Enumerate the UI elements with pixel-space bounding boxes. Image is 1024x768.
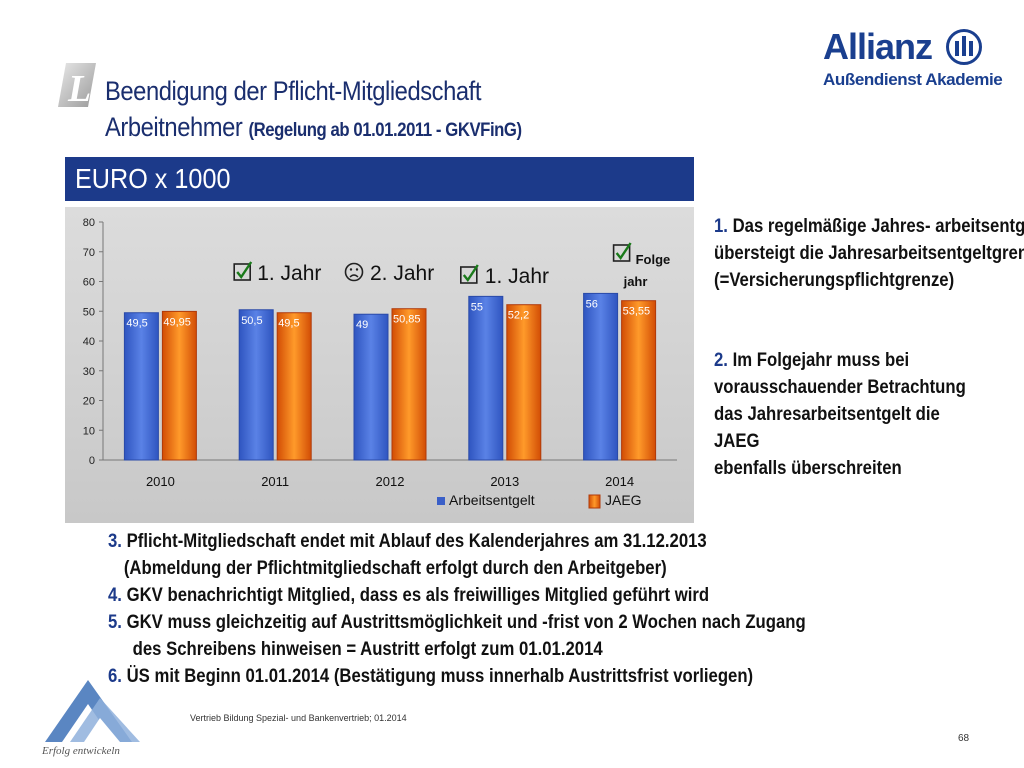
unit-banner-text: EURO x 1000 [75, 163, 231, 194]
note-1-line3: (=Versicherungspflichtgrenze) [714, 270, 955, 291]
check-icon-box [459, 266, 478, 284]
note-1-line2: übersteigt die Jahresarbeitsentgeltgrenz… [714, 243, 1024, 264]
legend-label-arbeitsentgelt: Arbeitsentgelt [449, 492, 535, 508]
data-label: 49 [356, 319, 368, 331]
note-3-line1: Pflicht-Mitgliedschaft endet mit Ablauf … [126, 531, 707, 552]
bar-arbeitsentgelt-2014 [583, 292, 619, 461]
y-tick-label: 0 [89, 455, 95, 467]
note-4-number: 4. [108, 585, 122, 606]
bar-jaeg-2010 [161, 310, 197, 461]
annotation-2013: 1. Jahr [485, 265, 549, 288]
y-tick-label: 80 [83, 217, 95, 229]
income-chart: 0 10 20 30 40 50 60 70 80 2010 49,5 49,95 2011 50,5 49… [65, 207, 694, 523]
title-sub: (Regelung ab 01.01.2011 - GKVFinG) [248, 120, 523, 141]
annotation-2014-line2: jahr [623, 274, 648, 289]
data-label: 55 [471, 301, 483, 313]
note-1-line1: Das regelmäßige Jahres- arbeitsentgelt [732, 216, 1024, 237]
bar-arbeitsentgelt-2012 [353, 313, 389, 461]
allianz-logo: Allianz Außendienst Akademie [823, 26, 1003, 94]
legend-label-jaeg: JAEG [605, 492, 642, 508]
annotation-2011: 1. Jahr [257, 262, 321, 285]
note-5-line1: GKV muss gleichzeitig auf Austrittsmögli… [126, 612, 806, 633]
legend-swatch-jaeg [588, 494, 601, 509]
x-tick-label: 2014 [605, 474, 634, 489]
bar-jaeg-2012 [391, 308, 427, 461]
check-icon-box [612, 244, 631, 262]
footer-note: Vertrieb Bildung Spezial- und Bankenvert… [190, 713, 407, 723]
brand-subtitle: Außendienst Akademie [823, 70, 1003, 89]
bar-jaeg-2011 [276, 312, 312, 461]
note-5-number: 5. [108, 612, 122, 633]
frown-icon [344, 262, 364, 282]
slide-title-line2: Arbeitnehmer (Regelung ab 01.01.2011 - G… [105, 112, 522, 143]
note-2-line5: ebenfalls überschreiten [714, 458, 902, 479]
y-tick-label: 60 [83, 277, 95, 289]
note-3-number: 3. [108, 531, 122, 552]
allianz-eagle-icon [946, 29, 982, 65]
data-label: 49,95 [163, 316, 191, 328]
y-tick-label: 50 [83, 306, 95, 318]
check-icon [462, 264, 479, 283]
note-3: 3. Pflicht-Mitgliedschaft endet mit Abla… [108, 528, 806, 690]
note-2-line4: JAEG [714, 431, 760, 452]
note-1-number: 1. [714, 216, 728, 237]
data-label: 49,5 [126, 318, 147, 330]
data-label: 56 [586, 298, 598, 310]
frown-icon-mouth [349, 274, 359, 278]
note-2: 2. Im Folgejahr muss bei vorausschauende… [714, 347, 966, 482]
unit-banner: EURO x 1000 [65, 157, 694, 201]
y-tick-label: 20 [83, 396, 95, 408]
check-icon [615, 242, 632, 261]
note-2-line1: Im Folgejahr muss bei [732, 350, 910, 371]
note-2-line3: das Jahresarbeitsentgelt die [714, 404, 940, 425]
note-6-line1: ÜS mit Beginn 01.01.2014 (Bestätigung mu… [126, 666, 754, 687]
y-tick-label: 70 [83, 247, 95, 259]
section-letter-logo: L [58, 63, 96, 107]
note-2-line2: vorausschauender Betrachtung [714, 377, 966, 398]
svg-text:L: L [67, 68, 91, 107]
bar-jaeg-2014 [621, 300, 657, 461]
check-icon [236, 261, 253, 280]
bar-arbeitsentgelt-2010 [123, 312, 159, 461]
academy-mountain-logo: Erfolg entwickeln [41, 680, 140, 757]
annotation-2012: 2. Jahr [370, 262, 434, 285]
note-4-line1: GKV benachrichtigt Mitglied, dass es als… [126, 585, 710, 606]
note-2-number: 2. [714, 350, 728, 371]
note-5-line2: des Schreibens hinweisen = Austritt erfo… [132, 639, 603, 660]
y-tick-label: 30 [83, 366, 95, 378]
brand-name: Allianz [823, 26, 933, 67]
y-tick-label: 10 [83, 425, 95, 437]
frown-icon-eye [349, 268, 353, 271]
bar-jaeg-2013 [506, 304, 542, 461]
x-tick-label: 2013 [490, 474, 519, 489]
check-icon-box [233, 263, 251, 281]
data-label: 49,5 [278, 318, 299, 330]
data-label: 50,85 [393, 314, 421, 326]
data-label: 53,55 [623, 306, 651, 318]
page-number: 68 [958, 733, 970, 744]
bar-arbeitsentgelt-2011 [238, 309, 274, 461]
slide-title-line1: Beendigung der Pflicht-Mitgliedschaft [105, 76, 481, 106]
x-tick-label: 2012 [376, 474, 405, 489]
frown-icon-eye [355, 268, 359, 271]
note-6-number: 6. [108, 666, 122, 687]
x-tick-label: 2010 [146, 474, 175, 489]
data-label: 52,2 [508, 310, 529, 322]
note-3-line2: (Abmeldung der Pflichtmitgliedschaft erf… [123, 558, 667, 579]
y-tick-label: 40 [83, 336, 95, 348]
data-label: 50,5 [241, 315, 262, 327]
x-tick-label: 2011 [261, 474, 289, 489]
bar-arbeitsentgelt-2013 [468, 295, 504, 461]
annotation-2014-line1: Folge [636, 252, 671, 267]
legend-swatch-arbeitsentgelt [437, 497, 445, 505]
motto-text: Erfolg entwickeln [41, 745, 120, 757]
title-main: Arbeitnehmer [105, 112, 243, 142]
note-1: 1. Das regelmäßige Jahres- arbeitsentgel… [714, 213, 1024, 294]
